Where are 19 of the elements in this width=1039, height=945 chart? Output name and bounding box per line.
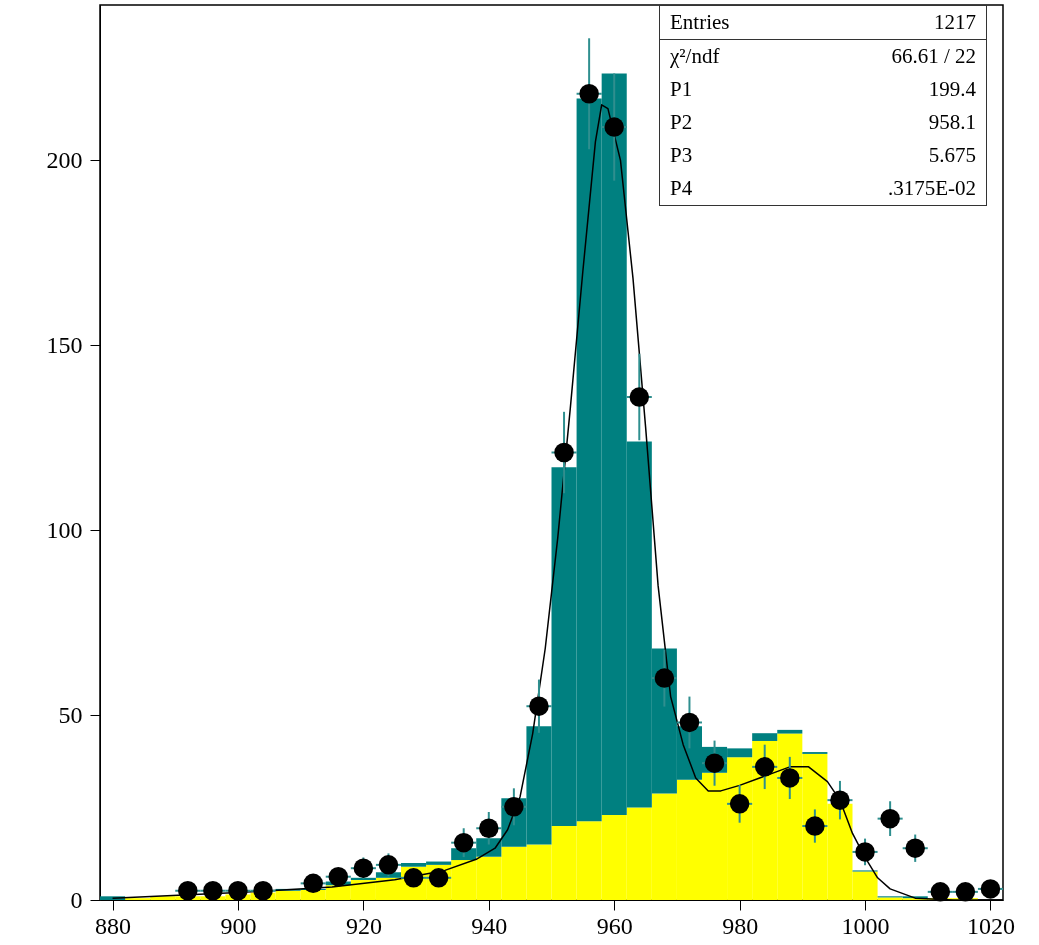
x-tick-label: 1000 (841, 912, 890, 939)
text: P4 .3175E-02 (670, 176, 976, 200)
x-tick-label: 900 (220, 912, 257, 939)
y-tick-label: 50 (58, 701, 83, 728)
x-tick-label: 940 (471, 912, 508, 939)
x-tick-label: 880 (95, 912, 132, 939)
y-tick-label: 100 (46, 516, 83, 543)
y-tick-label: 200 (46, 146, 83, 173)
x-tick-label: 1020 (966, 912, 1015, 939)
text: P2 958.1 (670, 110, 976, 134)
y-tick-label: 150 (46, 331, 83, 358)
text: P1 199.4 (670, 77, 976, 101)
text: Entries 1217 (670, 10, 976, 34)
x-tick-label: 920 (345, 912, 382, 939)
text: P3 5.675 (670, 143, 976, 167)
x-tick-label: 980 (722, 912, 759, 939)
text: χ²/ndf 66.61 / 22 (670, 44, 976, 68)
x-tick-label: 960 (596, 912, 633, 939)
y-tick-label: 0 (70, 886, 83, 913)
